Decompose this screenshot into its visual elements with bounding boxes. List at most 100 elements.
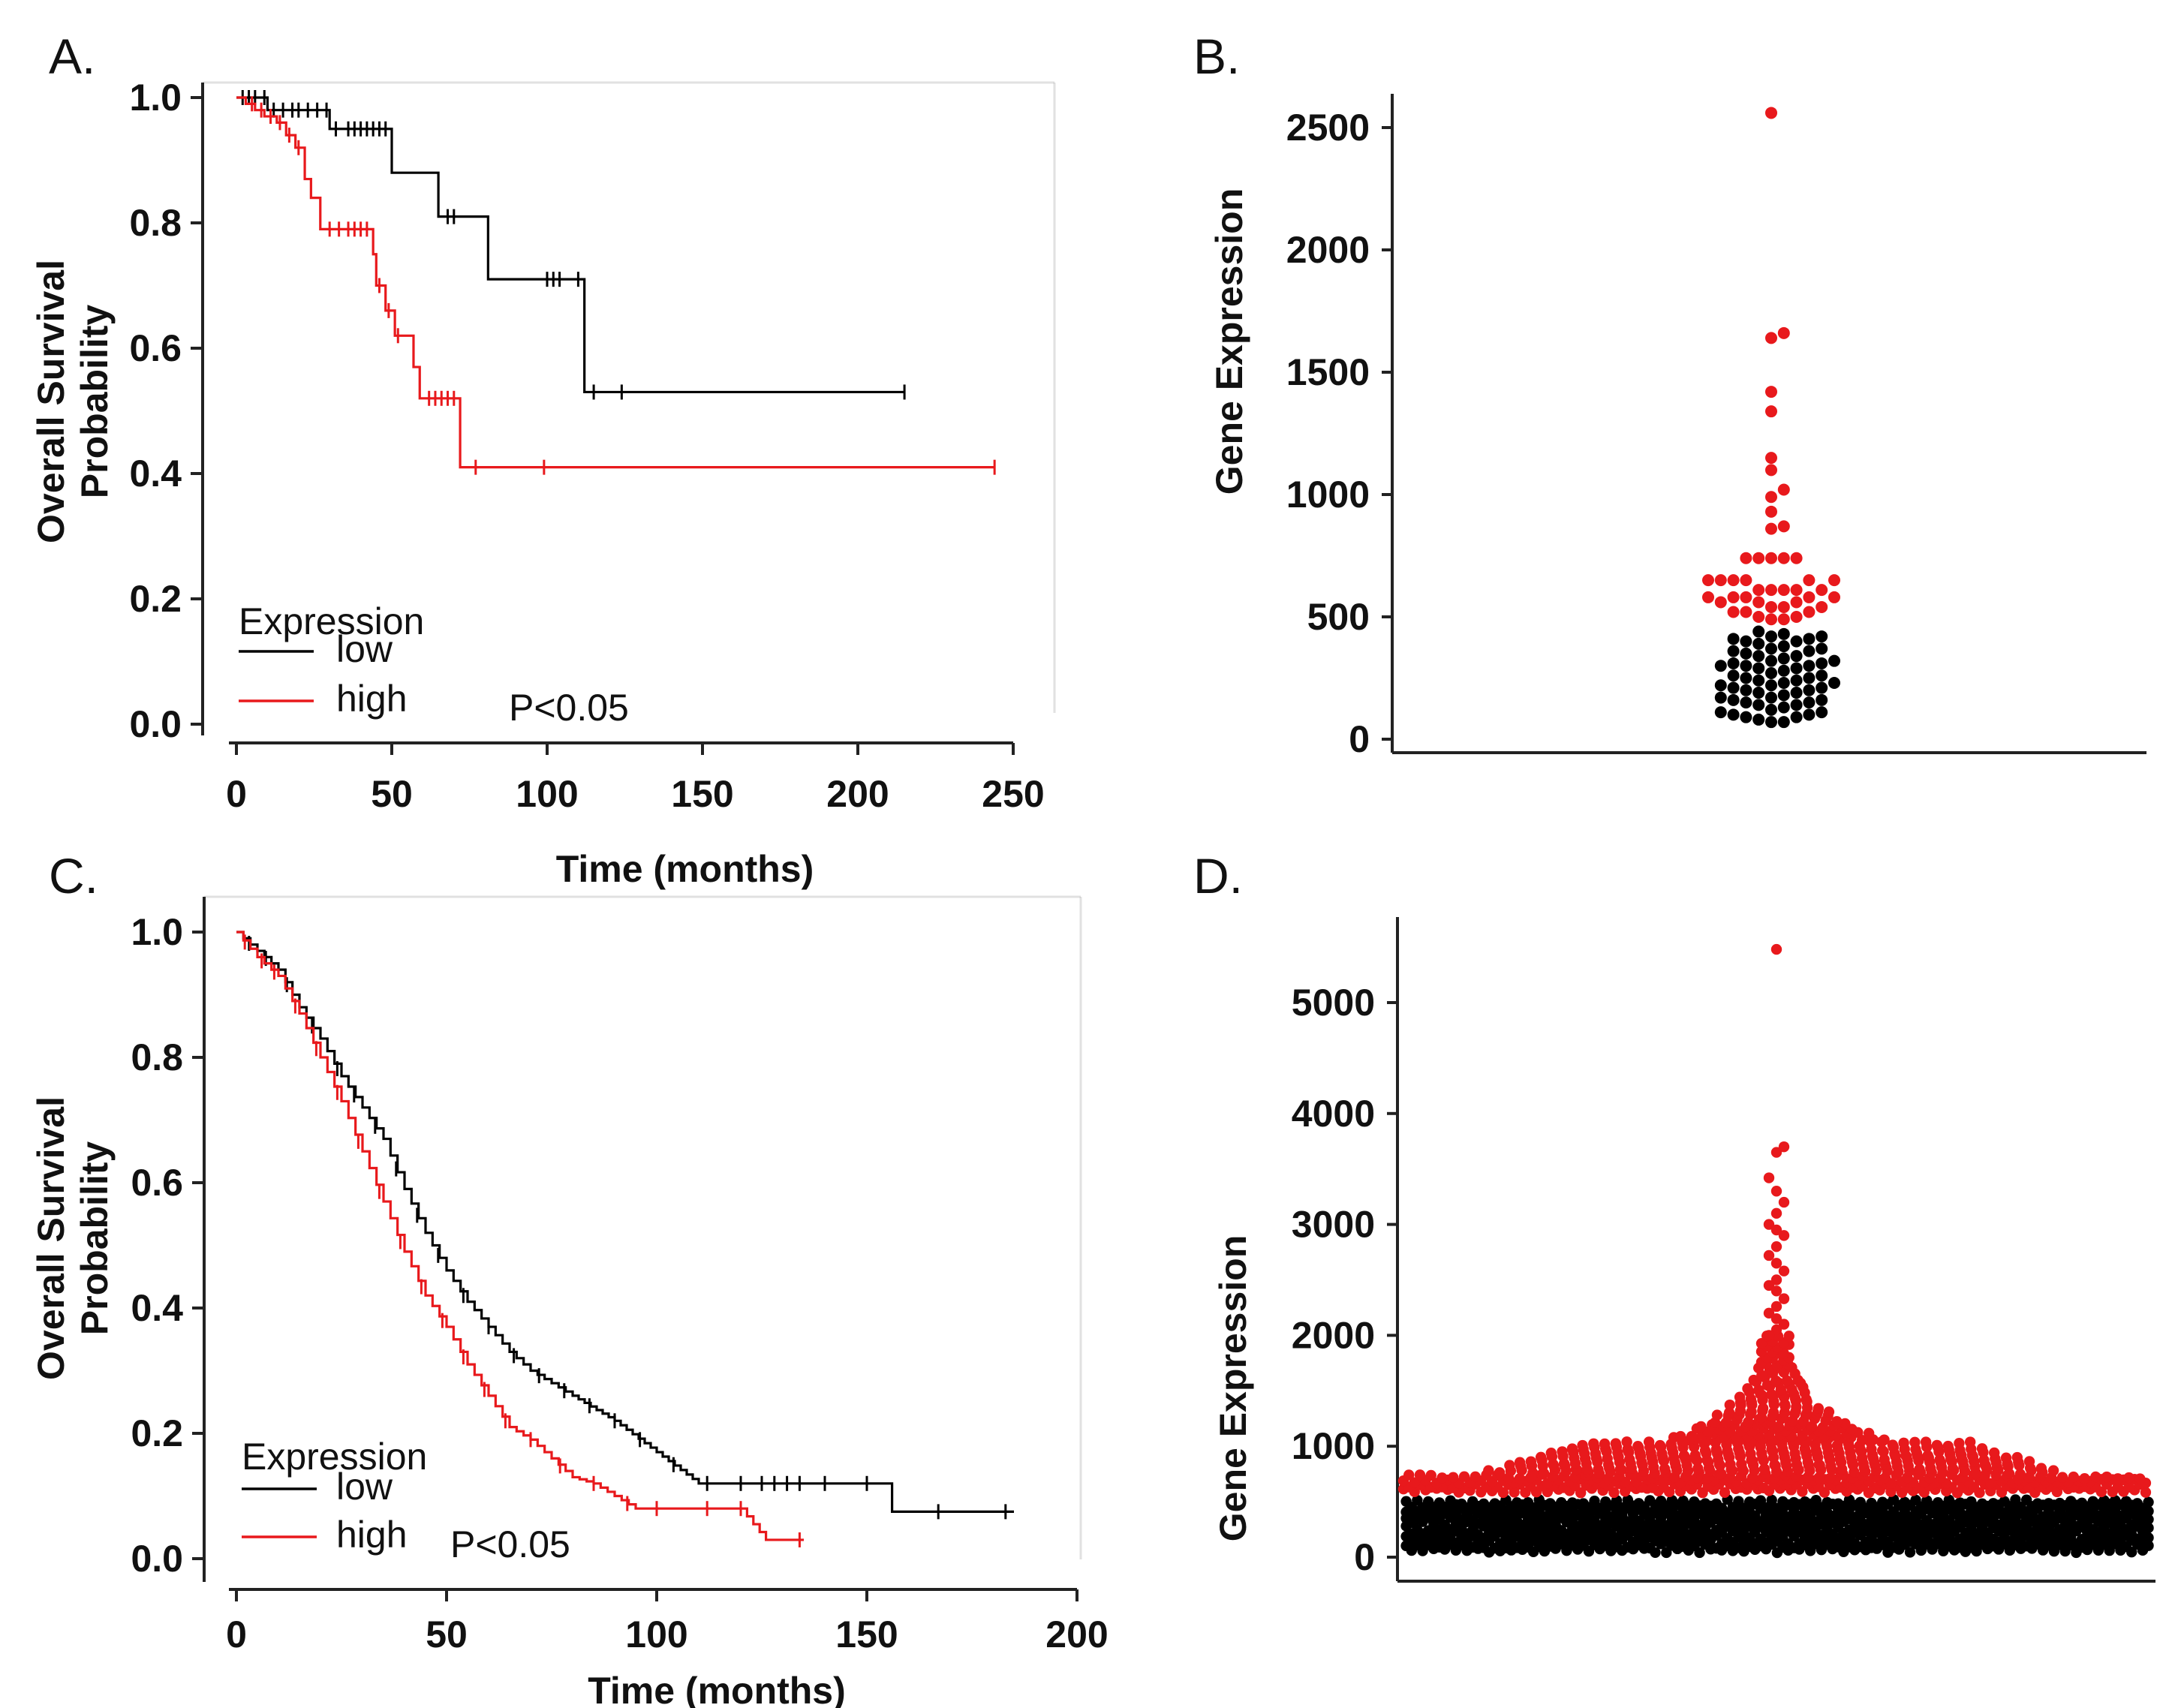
swarm-point-high xyxy=(1654,1439,1666,1451)
swarm-point-high xyxy=(1964,1436,1976,1448)
swarm-point-low xyxy=(1987,1498,1999,1509)
swarm-point-low xyxy=(1777,716,1790,729)
swarm-point-low xyxy=(1899,1496,1910,1508)
swarm-point-high xyxy=(1414,1469,1426,1481)
swarm-point-high xyxy=(1765,107,1777,119)
swarm-point-high xyxy=(1740,591,1752,603)
swarm-point-high xyxy=(1409,1477,1420,1488)
swarm-point-low xyxy=(1803,684,1816,696)
swarm-point-low xyxy=(1433,1497,1446,1508)
swarm-point-low xyxy=(1733,1496,1744,1507)
swarm-point-low xyxy=(1456,1498,1467,1510)
x-tick-label: 200 xyxy=(1045,1613,1108,1655)
swarm-point-high xyxy=(1448,1472,1459,1483)
swarm-point-high xyxy=(1816,600,1828,613)
swarm-point-high xyxy=(1765,552,1777,564)
swarm-point-high xyxy=(1514,1457,1526,1468)
swarm-point-high xyxy=(2068,1471,2079,1483)
swarm-point-high xyxy=(1778,1319,1790,1330)
swarm-point-high xyxy=(1770,1324,1782,1336)
swarm-point-high xyxy=(2011,1451,2023,1463)
swarm-point-low xyxy=(1589,1496,1600,1507)
swarm-point-low xyxy=(1677,1495,1689,1507)
swarm-point-low xyxy=(2032,1498,2044,1509)
swarm-point-low xyxy=(1765,716,1777,729)
swarm-point-low xyxy=(2010,1494,2021,1505)
swarm-point-low xyxy=(1727,645,1740,657)
swarm-point-high xyxy=(2123,1472,2134,1484)
swarm-point-low xyxy=(1765,642,1777,655)
swarm-point-high xyxy=(1770,1147,1782,1158)
swarm-point-low xyxy=(1866,1497,1877,1509)
swarm-point-high xyxy=(1757,1403,1769,1414)
swarm-point-low xyxy=(2065,1496,2077,1507)
swarm-point-high xyxy=(1954,1438,1965,1449)
swarm-point-high xyxy=(1765,600,1777,613)
y-tick-label: 0.0 xyxy=(131,1538,183,1580)
swarm-point-high xyxy=(1978,1454,1990,1466)
swarm-point-high xyxy=(1777,584,1790,597)
swarm-point-high xyxy=(1985,1478,1996,1490)
swarm-point-low xyxy=(1545,1498,1556,1509)
panel-b: B. 0 500 1000 1500 2000 2500 Gene Expression xyxy=(1193,29,2146,760)
swarm-point-low xyxy=(1765,691,1777,704)
swarm-point-high xyxy=(1765,613,1777,626)
x-tick-label: 0 xyxy=(226,1613,247,1655)
swarm-point-high xyxy=(1790,552,1803,564)
swarm-point-high xyxy=(1535,1451,1547,1463)
swarm-point-high xyxy=(1753,1385,1764,1396)
swarm-point-low xyxy=(1790,635,1803,648)
swarm-point-high xyxy=(1504,1460,1515,1471)
swarm-point-low xyxy=(1556,1496,1567,1508)
swarm-point-low xyxy=(1943,1494,1955,1505)
legend-title: Expression xyxy=(242,1436,427,1478)
swarm-point-high xyxy=(1777,520,1790,533)
swarm-point-low xyxy=(1790,662,1803,675)
swarm-point-low xyxy=(1816,657,1828,669)
survival-curve-low xyxy=(236,931,1014,1513)
panel-b-plot: 0 500 1000 1500 2000 2500 Gene Expression xyxy=(1208,94,2146,760)
swarm-point-low xyxy=(1752,650,1765,663)
swarm-point-low xyxy=(1699,1498,1711,1509)
swarm-point-low xyxy=(1655,1496,1667,1507)
swarm-point-low xyxy=(1578,1498,1589,1509)
swarm-point-low xyxy=(1714,679,1727,692)
swarm-point-low xyxy=(1412,1494,1423,1506)
swarm-point-high xyxy=(2023,1456,2035,1467)
swarm-point-low xyxy=(2054,1497,2065,1509)
swarm-point-low xyxy=(1921,1495,1933,1506)
swarm-point-low xyxy=(1752,687,1765,699)
swarm-point-low xyxy=(1954,1497,1966,1508)
swarm-point-low xyxy=(1803,645,1816,657)
swarm-point-high xyxy=(1695,1421,1707,1433)
swarm-point-high xyxy=(2035,1463,2047,1474)
swarm-point-high xyxy=(1803,574,1816,587)
swarm-point-high xyxy=(1758,1482,1769,1493)
swarm-point-low xyxy=(1790,711,1803,723)
swarm-point-high xyxy=(1483,1465,1494,1476)
swarm-point-high xyxy=(1763,1330,1775,1341)
swarm-point-low xyxy=(1910,1494,1921,1506)
swarm-point-low xyxy=(2043,1498,2054,1509)
swarm-point-high xyxy=(1599,1438,1611,1450)
swarm-point-low xyxy=(1810,1495,1822,1506)
y-tick-label: 0.4 xyxy=(129,453,182,495)
swarm-point-low xyxy=(2076,1497,2088,1509)
swarm-point-high xyxy=(1824,1473,1836,1484)
y-tick-label: 0.4 xyxy=(131,1287,183,1329)
survival-curve-high xyxy=(236,931,804,1541)
y-tick-label: 1000 xyxy=(1292,1425,1375,1467)
y-axis-title: Gene Expression xyxy=(1212,1235,1254,1542)
swarm-point-low xyxy=(1622,1494,1633,1505)
panel-d-plot: 0 1000 2000 3000 4000 5000 Gene Expression xyxy=(1212,917,2155,1583)
swarm-point-high xyxy=(1702,574,1714,587)
swarm-point-low xyxy=(1550,1520,1561,1531)
swarm-point-low xyxy=(1755,1495,1767,1506)
swarm-point-high xyxy=(2112,1473,2124,1484)
swarm-point-low xyxy=(1752,662,1765,675)
swarm-point-low xyxy=(1727,669,1740,682)
swarm-point-low xyxy=(2087,1523,2098,1535)
swarm-point-low xyxy=(1467,1496,1479,1508)
y-tick-label: 0.2 xyxy=(131,1412,183,1454)
swarm-point-high xyxy=(1765,584,1777,597)
